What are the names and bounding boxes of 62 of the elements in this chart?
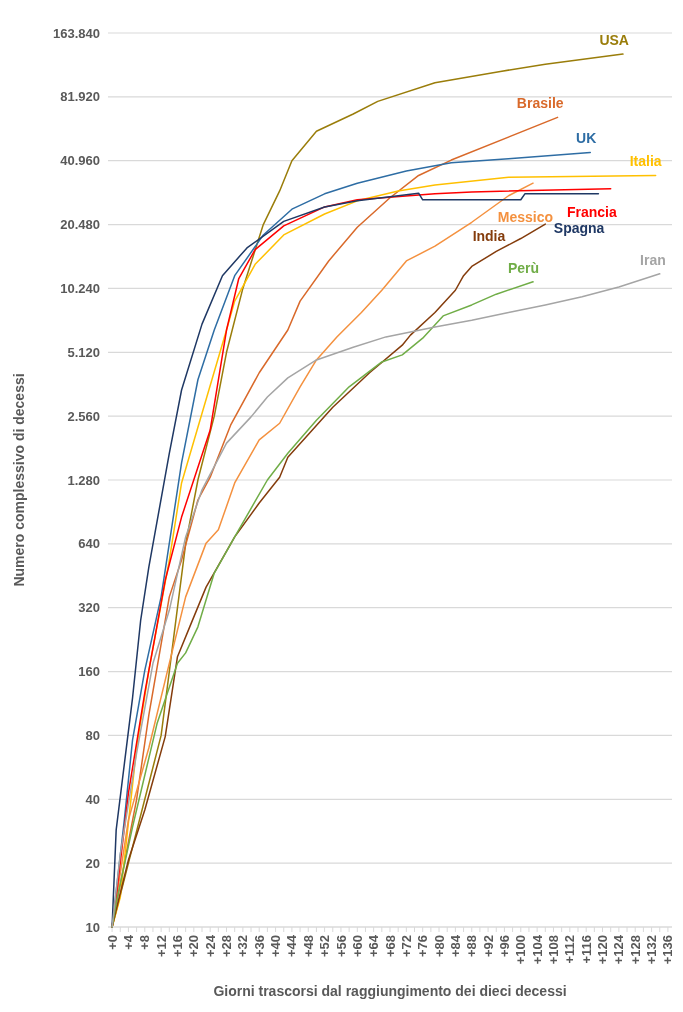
- x-tick-label: +8: [137, 935, 153, 950]
- y-tick-label: 5.120: [67, 344, 100, 360]
- x-tick-label: +0: [104, 935, 120, 950]
- x-tick-label: +84: [447, 934, 463, 958]
- y-tick-label: 1.280: [67, 472, 100, 488]
- x-tick-label: +96: [496, 935, 512, 958]
- x-tick-label: +136: [660, 935, 676, 965]
- y-tick-label: 10: [85, 919, 100, 935]
- x-tick-label: +64: [366, 934, 382, 958]
- x-tick-label: +20: [186, 935, 202, 958]
- y-tick-label: 81.920: [60, 89, 100, 105]
- y-tick-label: 640: [78, 536, 100, 552]
- series-label: Francia: [566, 203, 617, 220]
- x-tick-label: +108: [546, 935, 562, 965]
- y-tick-label: 163.840: [53, 25, 100, 41]
- x-tick-label: +32: [235, 935, 251, 958]
- x-tick-label: +124: [611, 934, 627, 965]
- x-tick-label: +88: [464, 935, 480, 958]
- x-tick-label: +76: [415, 935, 431, 958]
- series-label: Perù: [507, 259, 540, 276]
- x-tick-label: +16: [170, 935, 186, 958]
- series-label: USA: [599, 32, 629, 49]
- x-tick-label: +116: [578, 935, 594, 964]
- series-label: Iran: [640, 251, 666, 268]
- x-tick-label: +28: [219, 935, 235, 958]
- x-tick-label: +104: [529, 934, 545, 965]
- series-label: Messico: [497, 209, 554, 226]
- x-tick-label: +4: [120, 934, 136, 950]
- x-tick-label: +36: [251, 935, 267, 958]
- x-tick-label: +56: [333, 935, 349, 958]
- x-tick-label: +52: [317, 935, 333, 958]
- x-tick-label: +48: [300, 935, 316, 958]
- x-tick-label: +100: [513, 935, 529, 965]
- x-tick-label: +44: [284, 934, 300, 958]
- y-tick-label: 20: [85, 855, 100, 871]
- series-label: Italia: [629, 153, 662, 170]
- x-tick-label: +24: [202, 934, 218, 958]
- x-tick-label: +68: [382, 935, 398, 958]
- series-label: UK: [576, 130, 597, 147]
- x-tick-label: +112: [562, 935, 578, 964]
- y-tick-label: 20.480: [60, 217, 100, 233]
- y-tick-label: 160: [78, 664, 100, 680]
- x-axis-title: Giorni trascorsi dal raggiungimento dei dieci decessi: [213, 983, 567, 999]
- x-tick-label: +132: [644, 935, 660, 965]
- x-tick-label: +40: [268, 935, 284, 958]
- series-label: Spagna: [553, 219, 605, 236]
- series-label: India: [472, 228, 506, 245]
- x-tick-label: +128: [627, 935, 643, 965]
- y-tick-label: 320: [78, 600, 100, 616]
- x-tick-label: +120: [595, 935, 611, 965]
- y-tick-label: 10.240: [60, 280, 100, 296]
- y-tick-label: 2.560: [67, 408, 100, 424]
- y-tick-label: 40: [85, 791, 100, 807]
- x-tick-label: +92: [480, 935, 496, 958]
- y-tick-label: 40.960: [60, 153, 100, 169]
- y-tick-label: 80: [85, 727, 100, 743]
- x-tick-label: +72: [398, 935, 414, 958]
- y-axis-title: Numero complessivo di decessi: [11, 373, 27, 587]
- x-tick-label: +60: [349, 935, 365, 958]
- series-label: Brasile: [516, 95, 564, 112]
- x-tick-label: +12: [153, 935, 169, 958]
- x-tick-label: +80: [431, 935, 447, 958]
